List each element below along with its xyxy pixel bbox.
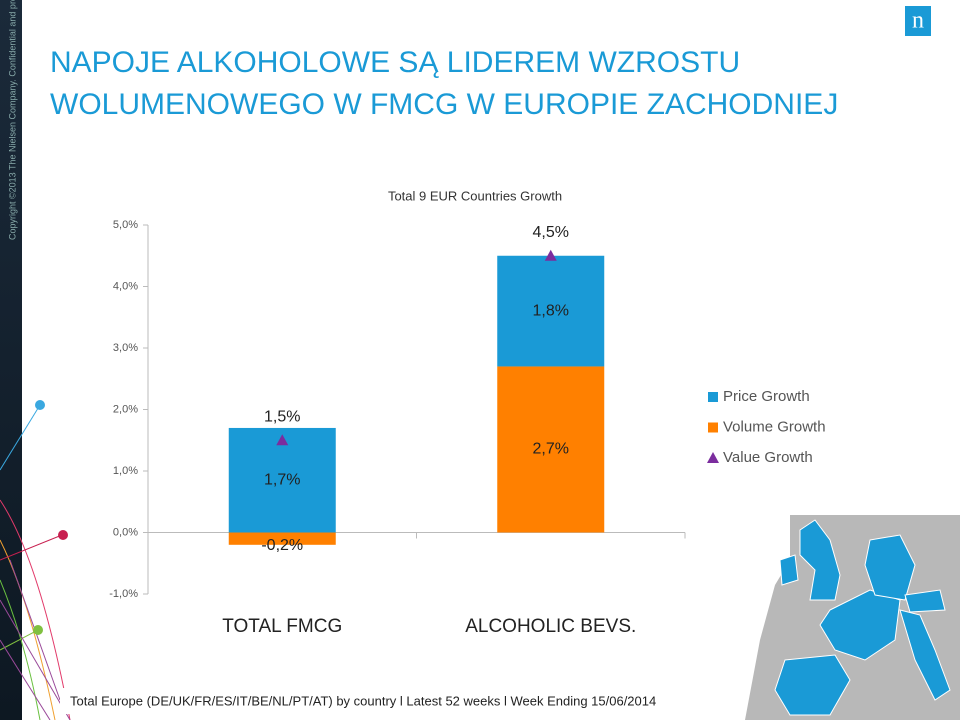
- y-tick-label: 2,0%: [113, 403, 138, 415]
- logo-box: [905, 6, 931, 36]
- copyright: Copyright ©2013 The Nielsen Company. Con…: [7, 0, 17, 240]
- x-tick-label: TOTAL FMCG: [222, 616, 342, 637]
- logo: n: [912, 8, 924, 34]
- y-tick-label: 3,0%: [113, 342, 138, 354]
- y-tick-label: 0,0%: [113, 526, 138, 538]
- decoration-dot: [35, 400, 45, 410]
- data-label: 1,8%: [533, 302, 569, 319]
- legend-swatch: [708, 422, 718, 433]
- legend-label: Price Growth: [723, 388, 810, 405]
- title-line: WOLUMENOWEGO W FMCG W EUROPIE ZACHODNIEJ: [50, 88, 838, 121]
- legend-label: Value Growth: [723, 449, 813, 466]
- data-label: 1,7%: [264, 471, 300, 488]
- data-label: 4,5%: [533, 224, 569, 241]
- bar-segment: [228, 427, 336, 533]
- legend-swatch: [707, 452, 719, 463]
- bar-segment: [497, 366, 605, 533]
- map: [745, 515, 960, 720]
- y-tick-label: -1,0%: [109, 588, 138, 600]
- footer: Total Europe (DE/UK/FR/ES/IT/BE/NL/PT/AT…: [70, 693, 656, 708]
- value-marker: [544, 249, 557, 261]
- bar-segment: [497, 255, 605, 367]
- y-tick-label: 5,0%: [113, 219, 138, 231]
- x-tick-label: ALCOHOLIC BEVS.: [465, 616, 636, 637]
- decoration-dot: [58, 530, 68, 540]
- decoration-dot: [33, 625, 43, 635]
- y-tick-label: 1,0%: [113, 465, 138, 477]
- data-label: 1,5%: [264, 408, 300, 425]
- chart-title: Total 9 EUR Countries Growth: [388, 188, 562, 203]
- legend-swatch: [708, 392, 718, 402]
- bar-segment: [228, 532, 336, 545]
- data-label: -0,2%: [261, 537, 303, 554]
- side-band: [0, 0, 22, 720]
- legend-label: Volume Growth: [723, 418, 826, 435]
- y-tick-label: 4,0%: [113, 280, 138, 292]
- footer-bg: [60, 688, 740, 714]
- data-label: 2,7%: [533, 441, 569, 458]
- title-line: NAPOJE ALKOHOLOWE SĄ LIDEREM WZROSTU: [50, 46, 740, 79]
- value-marker: [276, 434, 289, 446]
